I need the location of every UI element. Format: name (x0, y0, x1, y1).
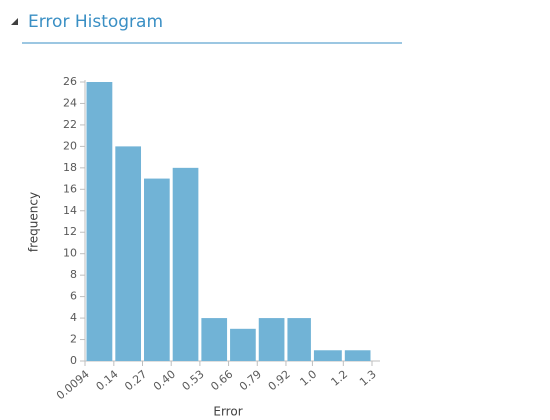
x-tick-label: 1.2 (328, 368, 350, 389)
x-tick-label: 0.92 (266, 368, 293, 394)
y-tick-label: 12 (63, 225, 77, 238)
bar (115, 146, 142, 361)
x-tick-label: 0.79 (237, 368, 264, 394)
y-tick-label: 10 (63, 247, 77, 260)
y-tick-label: 2 (70, 333, 77, 346)
chart-title: Error Histogram (28, 12, 163, 32)
y-tick-label: 4 (70, 311, 77, 324)
y-tick-label: 22 (63, 118, 77, 131)
bar (201, 318, 228, 361)
y-tick-label: 0 (70, 354, 77, 367)
bar (287, 318, 311, 361)
x-tick-label: 0.27 (122, 368, 149, 394)
y-tick-label: 24 (63, 96, 77, 109)
x-tick-label: 0.0094 (54, 368, 92, 403)
y-tick-label: 18 (63, 161, 77, 174)
bar (258, 318, 285, 361)
x-tick-label: 0.66 (208, 368, 235, 394)
bar (172, 167, 199, 361)
bar (313, 350, 342, 361)
x-tick-label: 1.0 (298, 368, 320, 389)
bar (344, 350, 371, 361)
x-tick-label: 1.3 (357, 368, 379, 389)
x-tick-label: 0.14 (94, 368, 121, 394)
collapse-icon[interactable] (11, 18, 18, 25)
x-axis-label: Error (213, 405, 242, 419)
x-tick-label: 0.40 (151, 368, 178, 394)
y-tick-label: 26 (63, 75, 77, 88)
bar (144, 178, 170, 361)
y-tick-label: 8 (70, 268, 77, 281)
x-tick-label: 0.53 (180, 368, 207, 394)
y-tick-label: 16 (63, 182, 77, 195)
y-tick-label: 6 (70, 290, 77, 303)
y-tick-label: 20 (63, 139, 77, 152)
bar (230, 328, 256, 361)
bar (86, 82, 113, 361)
y-axis-label: frequency (27, 192, 41, 252)
y-tick-label: 14 (63, 204, 77, 217)
